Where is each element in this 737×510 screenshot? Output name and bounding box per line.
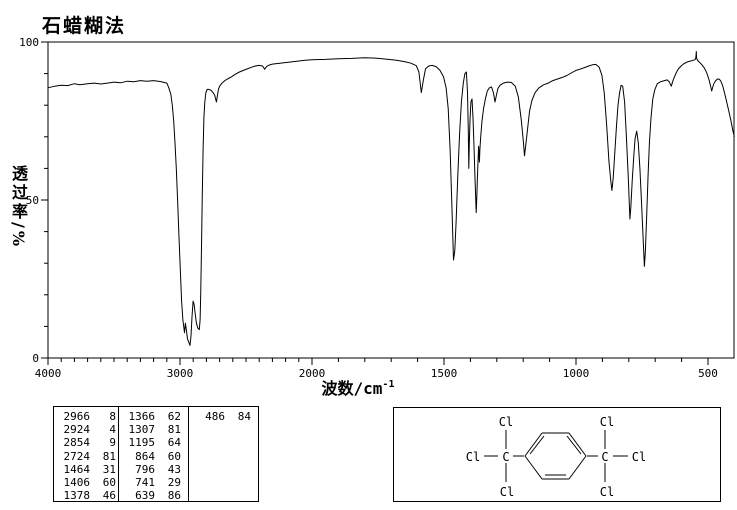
peak-table-row: 864 60 bbox=[119, 450, 188, 463]
x-axis-label: 波数/cm-1 bbox=[322, 379, 395, 398]
peak-transmittance: 81 bbox=[102, 449, 116, 463]
peak-table-row: 486 84 bbox=[189, 410, 258, 423]
bond-line bbox=[568, 455, 587, 480]
peak-wavenumber: 796 bbox=[135, 462, 155, 476]
peak-wavenumber: 741 bbox=[135, 476, 155, 490]
peak-wavenumber: 1378 bbox=[63, 489, 91, 503]
atom-label: Cl bbox=[499, 415, 513, 429]
peak-transmittance: 60 bbox=[167, 449, 181, 463]
atom-label: C bbox=[502, 450, 509, 464]
peak-transmittance: 43 bbox=[167, 462, 181, 476]
atom-label: C bbox=[601, 450, 608, 464]
x-tick-label: 1000 bbox=[563, 367, 590, 380]
y-axis-label: 透过率/% bbox=[9, 165, 28, 250]
y-tick-label: 50 bbox=[26, 194, 39, 207]
peak-table-row: 639 86 bbox=[119, 489, 188, 502]
peak-table-row: 2966 8 bbox=[54, 410, 118, 423]
peak-wavenumber: 1406 bbox=[63, 476, 91, 490]
peak-transmittance: 29 bbox=[167, 476, 181, 490]
peak-table: 2966 8 2924 4 2854 9 2724 81 1464 31 1406 60 1378 46 … bbox=[53, 406, 259, 502]
peak-wavenumber: 1195 bbox=[128, 436, 156, 450]
peak-transmittance: 8 bbox=[109, 410, 116, 423]
peak-transmittance: 64 bbox=[167, 436, 181, 450]
peak-table-row: 1307 81 bbox=[119, 423, 188, 436]
peak-table-row: 1378 46 bbox=[54, 489, 118, 502]
ir-spectrum-curve bbox=[47, 51, 735, 346]
molecular-structure-box: Cl Cl Cl C C Cl Cl Cl bbox=[393, 407, 721, 502]
peak-wavenumber: 639 bbox=[135, 489, 155, 503]
peak-wavenumber: 2966 bbox=[63, 410, 91, 423]
peak-table-row: 2724 81 bbox=[54, 450, 118, 463]
peak-transmittance: 86 bbox=[167, 489, 181, 503]
peak-wavenumber: 2724 bbox=[63, 449, 91, 463]
x-tick-label: 3000 bbox=[167, 367, 194, 380]
bond-line bbox=[524, 432, 543, 457]
peak-wavenumber: 1366 bbox=[128, 410, 156, 423]
x-tick-label: 2000 bbox=[299, 367, 326, 380]
peak-table-column: 2966 8 2924 4 2854 9 2724 81 1464 31 1406 60 1378 46 bbox=[54, 407, 119, 502]
peak-transmittance: 62 bbox=[167, 410, 181, 423]
molecular-structure-diagram: Cl Cl Cl C C Cl Cl Cl bbox=[466, 415, 646, 499]
peak-wavenumber: 864 bbox=[135, 449, 155, 463]
peak-table-row: 1366 62 bbox=[119, 410, 188, 423]
peak-wavenumber: 1307 bbox=[128, 423, 156, 437]
peak-table-column: 1366 62 1307 81 1195 64 864 60 796 43 741 29 639 86 bbox=[119, 407, 189, 502]
peak-table-column: 486 84 bbox=[189, 407, 258, 501]
peak-wavenumber: 2854 bbox=[63, 436, 91, 450]
y-tick-label: 100 bbox=[19, 36, 39, 49]
peak-table-row: 796 43 bbox=[119, 463, 188, 476]
peak-table-row: 2924 4 bbox=[54, 423, 118, 436]
peak-table-row: 1406 60 bbox=[54, 476, 118, 489]
peak-transmittance: 60 bbox=[102, 476, 116, 490]
peak-table-row: 1195 64 bbox=[119, 436, 188, 449]
peak-wavenumber: 1464 bbox=[63, 462, 91, 476]
page-title: 石蜡糊法 bbox=[42, 15, 127, 37]
peak-wavenumber: 2924 bbox=[63, 423, 91, 437]
x-tick-label: 500 bbox=[698, 367, 718, 380]
peak-table-row: 741 29 bbox=[119, 476, 188, 489]
bond-line bbox=[524, 455, 543, 480]
atom-label: Cl bbox=[600, 485, 614, 499]
peak-table-row: 2854 9 bbox=[54, 436, 118, 449]
peak-transmittance: 84 bbox=[237, 410, 251, 423]
peak-transmittance: 46 bbox=[102, 489, 116, 503]
peak-table-row: 1464 31 bbox=[54, 463, 118, 476]
atom-label: Cl bbox=[632, 450, 646, 464]
peak-transmittance: 4 bbox=[109, 423, 116, 437]
peak-transmittance: 31 bbox=[102, 462, 116, 476]
peak-transmittance: 9 bbox=[109, 436, 116, 450]
x-tick-label: 1500 bbox=[431, 367, 458, 380]
atom-label: Cl bbox=[600, 415, 614, 429]
bond-line bbox=[566, 435, 582, 455]
bond-line bbox=[529, 435, 545, 455]
bond-line bbox=[568, 432, 587, 457]
x-tick-label: 4000 bbox=[35, 367, 62, 380]
peak-wavenumber: 486 bbox=[205, 410, 225, 423]
atom-label: Cl bbox=[500, 485, 514, 499]
y-tick-label: 0 bbox=[32, 352, 39, 365]
peak-transmittance: 81 bbox=[167, 423, 181, 437]
atom-label: Cl bbox=[466, 450, 480, 464]
